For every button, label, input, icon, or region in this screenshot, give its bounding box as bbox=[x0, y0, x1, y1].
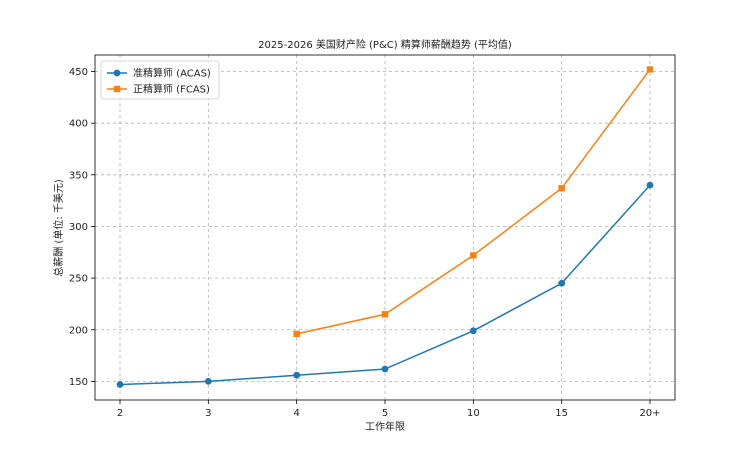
y-axis: 150 200 250 300 350 400 450 bbox=[69, 67, 95, 388]
data-point-1 bbox=[381, 311, 389, 318]
data-point-1 bbox=[558, 185, 565, 192]
data-point-0 bbox=[116, 381, 124, 388]
y-axis-label: 总薪酬 (单位: 千美元) bbox=[52, 179, 65, 277]
data-point-1 bbox=[293, 330, 300, 338]
legend: 准精算师 (ACAS) 正精算师 (FCAS) bbox=[100, 60, 220, 100]
y-tick-label: 150 bbox=[69, 377, 88, 388]
data-point-0 bbox=[381, 365, 389, 373]
x-tick-label: 5 bbox=[382, 408, 388, 419]
plot-area bbox=[95, 55, 675, 400]
x-axis-label: 工作年限 bbox=[365, 420, 405, 433]
y-tick-label: 400 bbox=[69, 119, 88, 130]
y-tick-label: 250 bbox=[69, 274, 88, 285]
data-point-0 bbox=[558, 279, 566, 287]
x-tick-label: 15 bbox=[555, 408, 568, 419]
y-tick-label: 200 bbox=[69, 325, 88, 336]
data-point-0 bbox=[204, 378, 212, 385]
x-axis: 2 3 4 5 10 15 20+ bbox=[117, 400, 661, 419]
x-tick-label: 20+ bbox=[639, 408, 660, 419]
y-tick-label: 350 bbox=[69, 170, 88, 181]
x-tick-label: 3 bbox=[205, 408, 211, 419]
x-tick-label: 2 bbox=[117, 408, 123, 419]
legend-marker bbox=[113, 69, 121, 77]
chart-title: 2025-2026 美国财产险 (P&C) 精算师薪酬趋势 (平均值) bbox=[258, 38, 512, 51]
data-point-0 bbox=[469, 327, 477, 335]
data-point-1 bbox=[470, 252, 477, 259]
data-point-1 bbox=[646, 66, 654, 73]
y-tick-label: 450 bbox=[69, 67, 88, 78]
data-point-0 bbox=[293, 371, 301, 379]
legend-label: 准精算师 (ACAS) bbox=[133, 67, 211, 80]
series-layer bbox=[116, 66, 654, 388]
x-tick-label: 4 bbox=[293, 408, 299, 419]
legend-label: 正精算师 (FCAS) bbox=[133, 83, 210, 96]
x-tick-label: 10 bbox=[467, 408, 480, 419]
y-tick-label: 300 bbox=[69, 222, 88, 233]
legend-box bbox=[100, 60, 220, 100]
legend-marker bbox=[113, 85, 121, 93]
data-point-0 bbox=[646, 181, 654, 189]
